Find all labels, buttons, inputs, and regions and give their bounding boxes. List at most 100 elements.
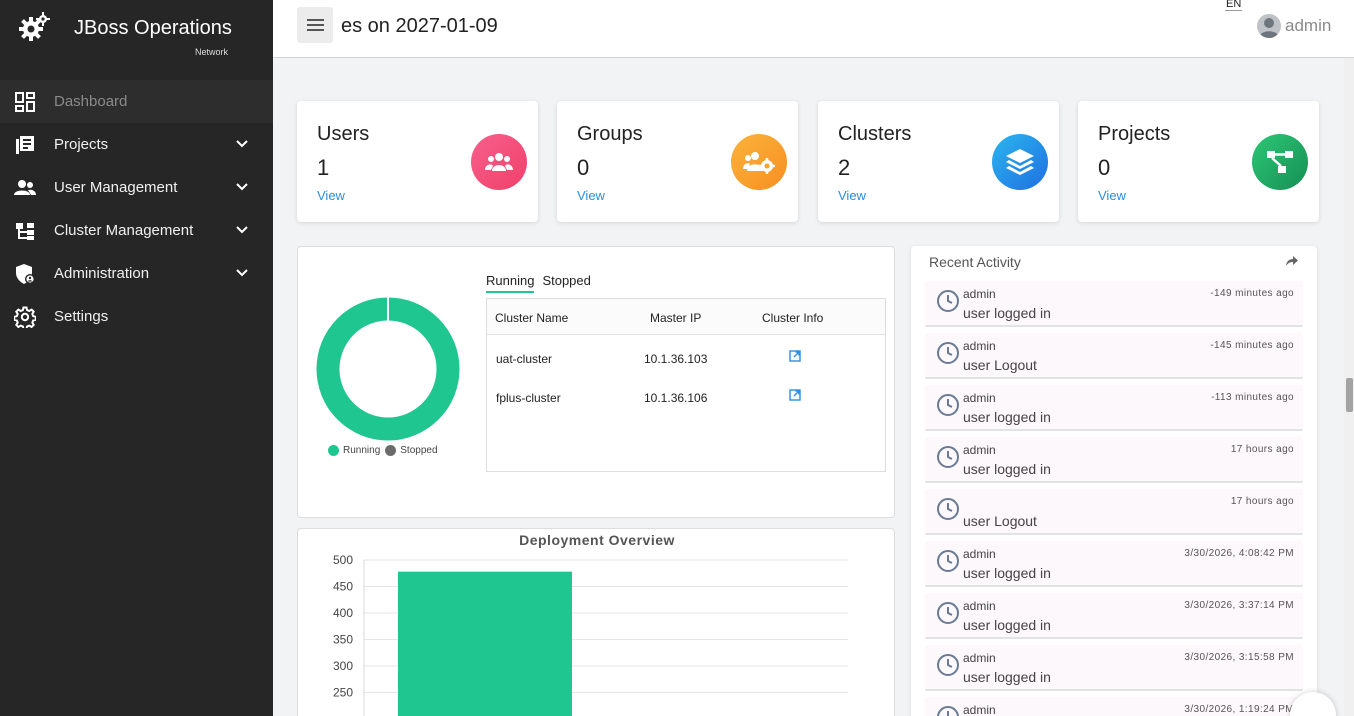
activity-item[interactable]: admin user logged in 3/30/2026, 4:08:42 PM [925, 541, 1303, 587]
cluster-table: Cluster Name Master IP Cluster Info uat-… [486, 298, 886, 472]
activity-item[interactable]: admin user logged in 3/30/2026, 3:37:14 PM [925, 593, 1303, 639]
tab-stopped[interactable]: Stopped [542, 273, 591, 288]
history-clock-icon [937, 498, 959, 520]
history-clock-icon [937, 394, 959, 416]
sidebar: JBoss Operations Network Dashboard Proje… [0, 0, 273, 716]
external-link-icon[interactable] [789, 389, 801, 401]
sidebar-item-dashboard[interactable]: Dashboard [0, 80, 273, 123]
sidebar-item-settings[interactable]: Settings [0, 295, 273, 338]
activity-time: -149 minutes ago [1210, 288, 1294, 299]
card-value: 1 [317, 155, 330, 180]
brand-subtitle: Network [195, 47, 229, 57]
legend-stopped[interactable]: Stopped [400, 445, 438, 456]
projects-icon [14, 134, 36, 156]
activity-item[interactable]: admin user logged in -149 minutes ago [925, 281, 1303, 327]
activity-action: user logged in [963, 305, 1051, 321]
y-tick-label: 250 [333, 686, 353, 700]
legend-stopped-swatch [385, 445, 397, 456]
y-tick-label: 450 [333, 580, 353, 594]
activity-user: admin [963, 599, 996, 613]
groups-gear-icon [731, 134, 787, 190]
y-tick-label: 350 [333, 633, 353, 647]
chevron-down-icon[interactable] [235, 223, 249, 237]
chevron-down-icon[interactable] [235, 180, 249, 194]
card-value: 2 [838, 155, 851, 180]
activity-item[interactable]: admin user logged in 17 hours ago [925, 437, 1303, 483]
language-selector[interactable]: EN [1225, 0, 1243, 11]
view-clusters-link[interactable]: View [838, 188, 866, 203]
sidebar-item-label: Settings [54, 308, 109, 325]
table-row: fplus-cluster 10.1.36.106 [487, 379, 885, 418]
users-group-icon [471, 134, 527, 190]
chart-title: Deployment Overview [519, 532, 675, 548]
column-header: Cluster Info [762, 311, 824, 325]
share-icon[interactable] [1285, 254, 1299, 268]
menu-toggle-button[interactable] [297, 7, 333, 43]
clusters-card: Clusters 2 View [818, 101, 1059, 222]
tab-running[interactable]: Running [486, 273, 535, 293]
chevron-down-icon[interactable] [235, 266, 249, 280]
cluster-status-panel: Running Stopped Running Stopped Cluster … [297, 246, 895, 518]
activity-item[interactable]: admin user Logout -145 minutes ago [925, 333, 1303, 379]
chevron-down-icon[interactable] [235, 137, 249, 151]
deployment-bar-chart: 250 300 350 400 450 500 [333, 553, 848, 716]
activity-action: user logged in [963, 617, 1051, 633]
activity-item[interactable]: admin user logged in 3/30/2026, 3:15:58 PM [925, 645, 1303, 691]
activity-user: admin [963, 651, 996, 665]
master-ip: 10.1.36.106 [644, 391, 708, 405]
admin-shield-icon [14, 263, 36, 285]
brand[interactable]: JBoss Operations Network [0, 0, 273, 80]
layers-icon [992, 134, 1048, 190]
history-clock-icon [937, 446, 959, 468]
history-clock-icon [937, 290, 959, 312]
activity-action: user logged in [963, 565, 1051, 581]
view-groups-link[interactable]: View [577, 188, 605, 203]
scrollbar-thumb[interactable] [1346, 378, 1353, 412]
activity-item[interactable]: admin user logged in -113 minutes ago [925, 385, 1303, 431]
sidebar-item-projects[interactable]: Projects [0, 123, 273, 166]
activity-time: 17 hours ago [1230, 496, 1294, 507]
sidebar-item-cluster-management[interactable]: Cluster Management [0, 209, 273, 252]
sidebar-item-administration[interactable]: Administration [0, 252, 273, 295]
activity-action: user logged in [963, 409, 1051, 425]
sidebar-item-label: Projects [54, 136, 109, 153]
activity-action: user Logout [963, 513, 1037, 529]
card-title: Clusters [838, 123, 912, 145]
gear-icon [14, 306, 36, 328]
hamburger-icon [306, 19, 324, 21]
activity-user: admin [963, 287, 996, 301]
history-clock-icon [937, 654, 959, 676]
table-row: uat-cluster 10.1.36.103 [487, 340, 885, 379]
deployment-overview-panel: Deployment Overview 250 300 350 400 450 500 [297, 528, 895, 716]
card-value: 0 [1098, 155, 1111, 180]
activity-item[interactable]: admin 3/30/2026, 1:19:24 PM [925, 697, 1303, 716]
legend-running[interactable]: Running [343, 445, 381, 456]
external-link-icon[interactable] [789, 350, 801, 362]
cluster-name: fplus-cluster [496, 391, 561, 405]
history-clock-icon [937, 602, 959, 624]
donut-running-segment [316, 297, 460, 441]
activity-user: admin [963, 339, 996, 353]
activity-action: user logged in [963, 669, 1051, 685]
y-tick-label: 300 [333, 659, 353, 673]
activity-time: -113 minutes ago [1211, 392, 1294, 403]
activity-time: 17 hours ago [1230, 444, 1294, 455]
brand-title: JBoss Operations [74, 17, 232, 39]
view-users-link[interactable]: View [317, 188, 345, 203]
legend-running-swatch [328, 445, 339, 456]
user-menu[interactable]: admin [1257, 14, 1331, 38]
history-clock-icon [937, 342, 959, 364]
activity-time: 3/30/2026, 3:15:58 PM [1184, 652, 1294, 663]
cluster-tabs: Running Stopped [486, 273, 599, 293]
view-projects-link[interactable]: View [1098, 188, 1126, 203]
activity-item[interactable]: user Logout 17 hours ago [925, 489, 1303, 535]
page-title: es on 2027-01-09 [341, 15, 498, 37]
projects-card: Projects 0 View [1078, 101, 1319, 222]
activity-user: admin [963, 391, 996, 405]
table-header: Cluster Name Master IP Cluster Info [487, 299, 885, 335]
card-title: Groups [577, 123, 643, 145]
bar[interactable] [398, 571, 572, 716]
cluster-donut-chart [316, 297, 460, 441]
card-title: Users [317, 123, 370, 145]
sidebar-item-user-management[interactable]: User Management [0, 166, 273, 209]
